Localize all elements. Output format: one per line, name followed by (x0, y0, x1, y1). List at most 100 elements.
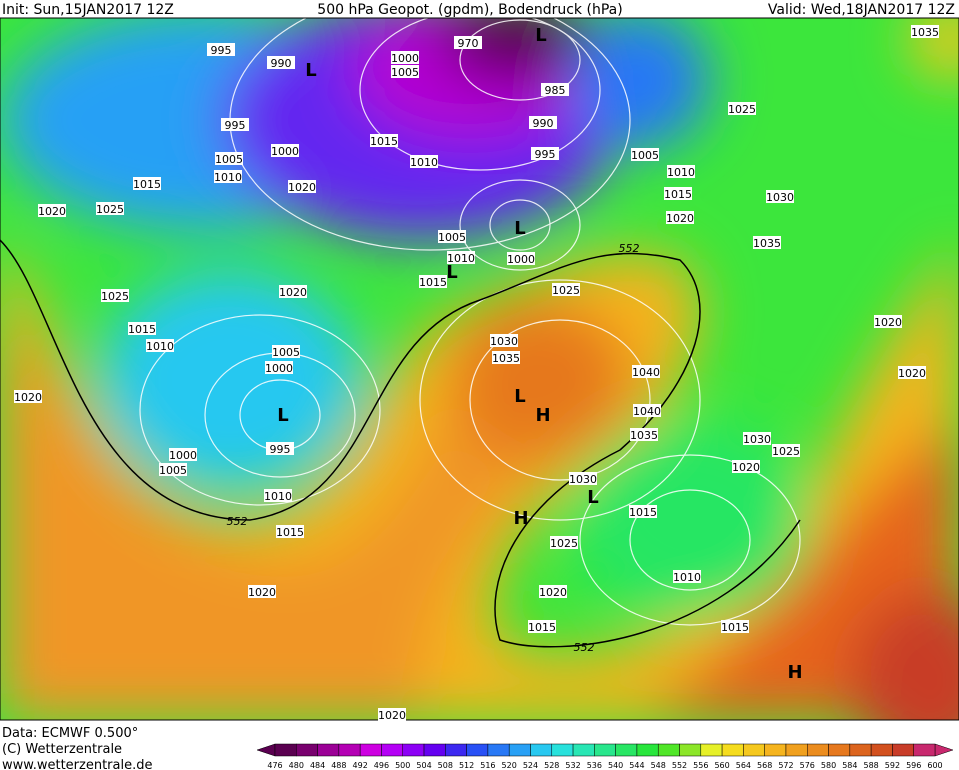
isobar-label: 1015 (528, 621, 556, 634)
isobar-label-bg (766, 190, 794, 203)
isobar-label: 990 (533, 117, 554, 130)
isobar-label-bg (265, 361, 293, 374)
isobar-label: 985 (545, 84, 566, 97)
isobar-label: 1025 (550, 537, 578, 550)
isobar-label: 1025 (728, 103, 756, 116)
isobar-label: 1015 (721, 621, 749, 634)
colorbar-arrow-left (256, 743, 276, 757)
isobar-label-bg (492, 351, 520, 364)
isobar-label-bg (633, 404, 661, 417)
colorbar-segment (274, 743, 297, 757)
colorbar-label: 540 (608, 761, 623, 770)
isobar-label-bg (276, 525, 304, 538)
isobar-label-bg (666, 211, 694, 224)
isobar-label: 1000 (507, 253, 535, 266)
colorbar-arrow-right (934, 743, 954, 757)
isobar-label: 1035 (492, 352, 520, 365)
isobar-label-bg (552, 283, 580, 296)
colorbar-label: 580 (821, 761, 836, 770)
isobar-label: 1015 (664, 188, 692, 201)
isobar-label: 995 (225, 119, 246, 132)
colorbar-label: 508 (438, 761, 453, 770)
isobar-label: 1015 (370, 135, 398, 148)
colorbar-label: 520 (502, 761, 517, 770)
colorbar-segment (721, 743, 744, 757)
colorbar-segment (657, 743, 680, 757)
colorbar-segment (402, 743, 425, 757)
pressure-center: L (446, 262, 457, 283)
isobar-label-bg (391, 65, 419, 78)
isobar-label-bg (631, 148, 659, 161)
isobar-label: 1030 (490, 335, 518, 348)
pressure-center: H (535, 405, 550, 426)
isobar-label-bg (874, 315, 902, 328)
colorbar-segment (764, 743, 787, 757)
colorbar-segment (913, 743, 936, 757)
pressure-center: L (277, 405, 288, 426)
isobar-label-bg (221, 118, 249, 131)
colorbar-label: 488 (331, 761, 346, 770)
colorbar-label: 600 (927, 761, 942, 770)
colorbar-segment (572, 743, 595, 757)
isobar-label: 1030 (766, 191, 794, 204)
colorbar-label: 596 (906, 761, 921, 770)
isobar-label-bg (271, 144, 299, 157)
colorbar-segment (296, 743, 318, 757)
colorbar-segment (338, 743, 361, 757)
isobar-label: 1025 (101, 290, 129, 303)
colorbar-label: 516 (480, 761, 495, 770)
isobar-label: 1000 (271, 145, 299, 158)
isobar-label-bg (267, 56, 295, 69)
isobar-label: 990 (271, 57, 292, 70)
colorbar-segment (381, 743, 403, 757)
colorbar-label: 576 (800, 761, 815, 770)
colorbar-label: 480 (289, 761, 304, 770)
colorbar-label: 544 (629, 761, 644, 770)
map-frame (0, 17, 959, 721)
colorbar-segment (636, 743, 659, 757)
colorbar-segment (828, 743, 851, 757)
isobar-label-bg (101, 289, 129, 302)
colorbar-segment (594, 743, 616, 757)
isobar-label-bg (159, 463, 187, 476)
colorbar-label: 524 (523, 761, 538, 770)
isobar-label-bg (667, 165, 695, 178)
isobar-label-bg (541, 83, 569, 96)
colorbar-label: 556 (693, 761, 708, 770)
isobar-label: 1035 (630, 429, 658, 442)
isobar-label-bg (629, 505, 657, 518)
isobar-label-bg (550, 536, 578, 549)
isobar-label: 1025 (772, 445, 800, 458)
colorbar-label: 528 (544, 761, 559, 770)
map-title: 500 hPa Geopot. (gpdm), Bodendruck (hPa) (317, 2, 622, 18)
isobar-label-bg (632, 365, 660, 378)
isobar-label: 1035 (753, 237, 781, 250)
colorbar-label: 536 (587, 761, 602, 770)
pressure-center: H (787, 662, 802, 683)
colorbar-segment (892, 743, 914, 757)
isobar-label: 1020 (38, 205, 66, 218)
isobar-label: 1020 (288, 181, 316, 194)
pressure-center: L (305, 60, 316, 81)
isobar-label: 1020 (732, 461, 760, 474)
colorbar-segment (551, 743, 574, 757)
isobar-label: 1010 (447, 252, 475, 265)
data-source: Data: ECMWF 0.500° (2, 726, 138, 741)
isobar-label-bg (772, 444, 800, 457)
isobar-label: 995 (535, 148, 556, 161)
colorbar-label: 532 (565, 761, 580, 770)
isobar-label-bg (911, 25, 939, 38)
isobar-label-bg (214, 170, 242, 183)
isobar-label: 1010 (264, 490, 292, 503)
isobar-label: 1015 (128, 323, 156, 336)
colorbar-segment (445, 743, 467, 757)
isobar-label-bg (266, 442, 294, 455)
isobar-label-bg (419, 275, 447, 288)
isobar-label-bg (753, 236, 781, 249)
website: www.wetterzentrale.de (2, 758, 152, 770)
isobar-label-bg (490, 334, 518, 347)
colorbar-label: 584 (842, 761, 857, 770)
isobar-label: 1025 (96, 203, 124, 216)
pressure-center: L (587, 487, 598, 508)
